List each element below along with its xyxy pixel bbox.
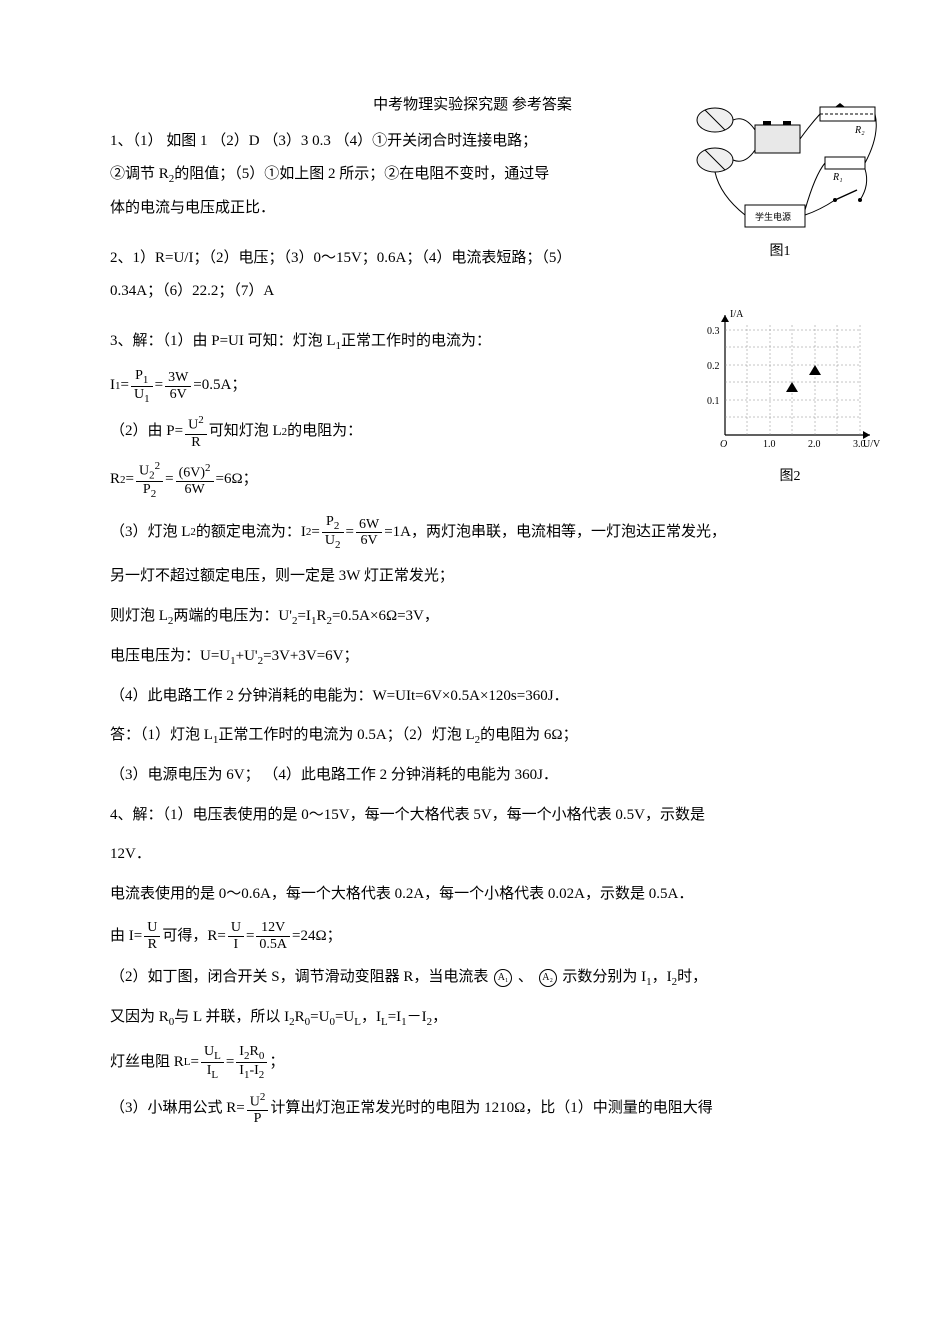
q3-formula-1: I1= P1U1 =3W6V =0.5A；	[110, 368, 640, 405]
chart-svg: I/A U/V O 0.1 0.2 0.3 1.0 2.0 3.0	[695, 305, 880, 460]
svg-text:U/V: U/V	[863, 439, 880, 450]
svg-text:0.2: 0.2	[707, 361, 720, 372]
figure-1-caption: 图1	[675, 237, 885, 266]
q3-part4: （4）此电路工作 2 分钟消耗的电能为：W=UIt=6V×0.5A×120s=3…	[110, 681, 835, 713]
q3-part3-line2: 另一灯不超过额定电压，则一定是 3W 灯正常发光；	[110, 561, 835, 593]
q3-answer-1: 答：（1）灯泡 L1正常工作时的电流为 0.5A；（2）灯泡 L2的电阻为 6Ω…	[110, 720, 835, 752]
q3-answer-2: （3）电源电压为 6V； （4）此电路工作 2 分钟消耗的电能为 360J．	[110, 760, 835, 792]
q4-line4: （2）如丁图，闭合开关 S，调节滑动变阻器 R，当电流表 A₁ 、 A₂ 示数分…	[110, 962, 835, 994]
figure-2: I/A U/V O 0.1 0.2 0.3 1.0 2.0 3.0 图2	[695, 305, 885, 491]
q4-line1: 4、解：（1）电压表使用的是 0～15V，每一个大格代表 5V，每一个小格代表 …	[110, 800, 835, 832]
q2-line-2: 0.34A；（6）22.2；（7）A	[110, 276, 640, 308]
q4-line3: 由 I= UR 可得，R= UI = 12V0.5A =24Ω；	[110, 920, 835, 952]
q3-part3: （3）灯泡 L2的额定电流为：I2= P2U2 =6W6V =1A，两灯泡串联，…	[110, 514, 835, 551]
q1-line-c: 体的电流与电压成正比．	[110, 193, 640, 225]
q3-part3-line4: 电压电压为：U=U1+U'2=3V+3V=6V；	[110, 641, 835, 673]
q3-part2: （2）由 P= U2R 可知灯泡 L2的电阻为：	[110, 414, 640, 449]
q3-intro: 3、解：（1）由 P=UI 可知：灯泡 L1正常工作时的电流为：	[110, 326, 640, 358]
figure-2-caption: 图2	[695, 462, 885, 491]
svg-text:R₁: R₁	[832, 172, 843, 183]
svg-text:2.0: 2.0	[808, 439, 821, 450]
ammeter-1-icon: A₁	[494, 969, 512, 987]
svg-text:1.0: 1.0	[763, 439, 776, 450]
svg-text:0.1: 0.1	[707, 396, 720, 407]
q4-line7: （3）小琳用公式 R= U2P 计算出灯泡正常发光时的电阻为 1210Ω，比（1…	[110, 1091, 835, 1126]
q3-formula-2: R2= U22P2 =(6V)26W =6Ω；	[110, 460, 640, 500]
ammeter-2-icon: A₂	[539, 969, 557, 987]
q1-line-b: ②调节 R2的阻值；（5）①如上图 2 所示；②在电阻不变时，通过导	[110, 159, 640, 191]
q1-line-a: 1、（1） 如图 1 （2）D （3）3 0.3 （4）①开关闭合时连接电路；	[110, 126, 640, 158]
svg-text:3.0: 3.0	[853, 439, 866, 450]
svg-text:学生电源: 学生电源	[755, 211, 791, 222]
circuit-diagram-svg: R₂ R₁ 学生电源	[675, 95, 885, 235]
q4-line5: 又因为 R0与 L 并联，所以 I2R0=U0=UL，IL=I1－I2，	[110, 1002, 835, 1034]
q2-line-1: 2、1）R=U/I；（2）电压；（3）0～15V；0.6A；（4）电流表短路；（…	[110, 243, 640, 275]
svg-text:I/A: I/A	[730, 309, 744, 320]
q4-line2: 电流表使用的是 0～0.6A，每一个大格代表 0.2A，每一个小格代表 0.02…	[110, 879, 835, 911]
svg-text:0.3: 0.3	[707, 326, 720, 337]
q4-line1b: 12V．	[110, 839, 835, 871]
q3-part3-line3: 则灯泡 L2两端的电压为：U'2=I1R2=0.5A×6Ω=3V，	[110, 601, 835, 633]
figure-1: R₂ R₁ 学生电源 图1	[675, 95, 885, 266]
q4-line6: 灯丝电阻 RL= ULIL = I2R0I1-I2 ；	[110, 1044, 835, 1081]
svg-text:R₂: R₂	[854, 125, 865, 136]
svg-text:O: O	[720, 439, 727, 450]
